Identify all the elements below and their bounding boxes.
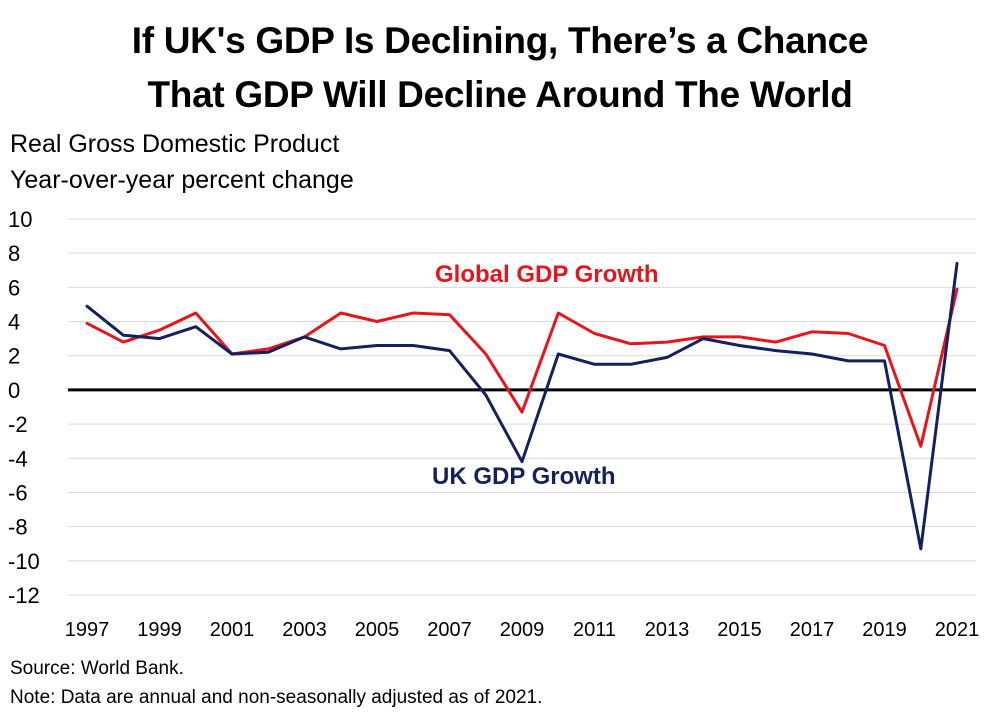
- source-note: Source: World Bank.: [10, 658, 184, 679]
- x-tick-label: 2019: [862, 619, 907, 641]
- y-tick-label: -12: [8, 583, 40, 608]
- chart-title-line-1: If UK's GDP Is Declining, There’s a Chan…: [131, 20, 869, 61]
- x-tick-label: 2005: [355, 619, 400, 641]
- global-gdp-growth-line: [85, 287, 959, 448]
- uk-gdp-growth-line: [85, 261, 959, 551]
- chart-subtitle-line-2: Year-over-year percent change: [10, 166, 354, 194]
- x-tick-label: 2009: [500, 619, 545, 641]
- y-tick-label: -2: [8, 412, 28, 437]
- chart-title: If UK's GDP Is Declining, There’s a Chan…: [0, 14, 1000, 122]
- y-tick-label: 0: [8, 378, 20, 403]
- x-tick-label: 2003: [282, 619, 327, 641]
- y-tick-label: 8: [8, 241, 20, 266]
- y-tick-label: 6: [8, 275, 20, 300]
- x-tick-label: 2021: [935, 619, 980, 641]
- x-tick-label: 2011: [573, 619, 616, 641]
- y-tick-label: -10: [8, 549, 40, 574]
- x-tick-label: 1997: [65, 619, 110, 641]
- x-tick-label: 2007: [427, 619, 472, 641]
- x-tick-label: 2013: [645, 619, 690, 641]
- chart-title-line-2: That GDP Will Decline Around The World: [147, 74, 853, 115]
- chart-subtitle-line-1: Real Gross Domestic Product: [10, 130, 340, 158]
- y-tick-label: -6: [8, 480, 28, 505]
- y-tick-label: 2: [8, 344, 20, 369]
- x-tick-label: 2015: [717, 619, 762, 641]
- global-gdp-growth-label: Global GDP Growth: [435, 261, 659, 288]
- x-tick-label: 2017: [790, 619, 835, 641]
- data-note: Note: Data are annual and non-seasonally…: [10, 687, 543, 708]
- y-tick-label: -4: [8, 446, 28, 471]
- x-tick-label: 1999: [137, 619, 182, 641]
- y-tick-label: 10: [8, 207, 32, 232]
- y-tick-label: 4: [8, 310, 20, 335]
- x-tick-label: 2001: [210, 619, 255, 641]
- y-tick-label: -8: [8, 515, 28, 540]
- uk-gdp-growth-label: UK GDP Growth: [432, 463, 616, 490]
